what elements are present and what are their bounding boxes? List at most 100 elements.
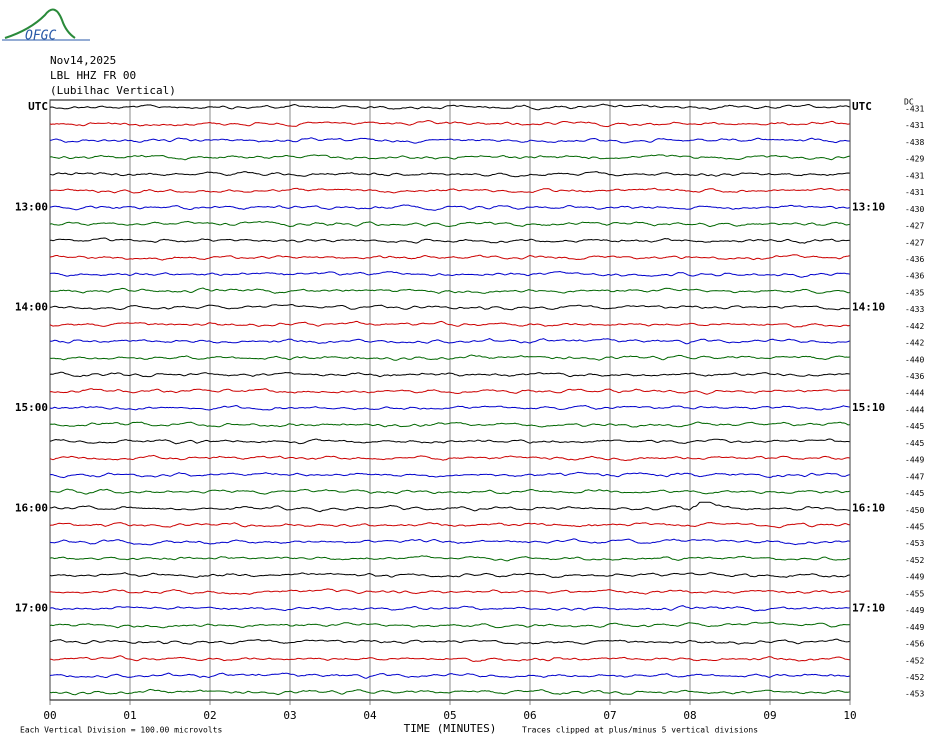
trace <box>49 187 850 194</box>
trace <box>49 688 850 696</box>
trace <box>49 438 850 445</box>
trace <box>49 638 850 645</box>
dc-offset: -445 <box>905 523 924 532</box>
station: LBL HHZ FR 00 <box>50 69 136 82</box>
location: (Lubilhac Vertical) <box>50 84 176 97</box>
trace <box>49 388 850 395</box>
x-tick-label: 03 <box>283 709 296 722</box>
x-tick-label: 02 <box>203 709 216 722</box>
dc-offset: -450 <box>905 506 924 515</box>
trace <box>49 672 850 679</box>
x-tick-label: 06 <box>523 709 536 722</box>
dc-offset: -436 <box>905 272 924 281</box>
x-tick-label: 00 <box>43 709 56 722</box>
dc-offset: -453 <box>905 539 924 548</box>
trace <box>49 454 850 462</box>
dc-header: DC <box>904 98 914 107</box>
dc-offset: -440 <box>905 355 924 364</box>
trace <box>49 572 850 578</box>
dc-offset: -449 <box>905 606 924 615</box>
x-tick-label: 07 <box>603 709 616 722</box>
x-tick-label: 04 <box>363 709 377 722</box>
trace <box>50 287 850 294</box>
clip-note: Traces clipped at plus/minus 5 vertical … <box>522 726 758 735</box>
right-time-label: 14:10 <box>852 301 885 314</box>
dc-offset: -453 <box>905 690 924 699</box>
x-axis-title: TIME (MINUTES) <box>404 722 497 735</box>
dc-offset: -444 <box>905 405 924 414</box>
trace <box>50 588 850 595</box>
trace <box>49 605 850 612</box>
right-time-label: 17:10 <box>852 602 885 615</box>
trace <box>49 220 850 228</box>
dc-offset: -431 <box>905 121 924 130</box>
logo: OFGC <box>2 8 90 44</box>
dc-offset: -452 <box>905 673 924 682</box>
right-time-label: 16:10 <box>852 501 885 514</box>
trace <box>49 119 850 128</box>
trace <box>49 471 850 479</box>
x-tick-label: 01 <box>123 709 136 722</box>
left-time-label: UTC <box>28 100 48 113</box>
dc-offset: -436 <box>905 255 924 264</box>
right-time-label: UTC <box>852 100 872 113</box>
trace <box>49 488 850 495</box>
trace <box>49 137 850 144</box>
trace <box>49 204 850 211</box>
left-time-label: 13:00 <box>15 200 48 213</box>
x-tick-label: 08 <box>683 709 696 722</box>
trace <box>49 371 850 378</box>
dc-offset: -431 <box>905 171 924 180</box>
trace <box>49 354 850 361</box>
trace <box>49 103 850 111</box>
dc-offset: -445 <box>905 422 924 431</box>
dc-offset: -430 <box>905 205 924 214</box>
dc-offset: -435 <box>905 288 924 297</box>
trace <box>49 254 850 261</box>
dc-offset: -449 <box>905 456 924 465</box>
dc-offset: -442 <box>905 339 924 348</box>
dc-offset: -447 <box>905 472 924 481</box>
dc-offset: -445 <box>905 489 924 498</box>
dc-offset: -452 <box>905 556 924 565</box>
dc-offset: -452 <box>905 656 924 665</box>
left-time-label: 17:00 <box>15 602 48 615</box>
trace <box>49 621 850 629</box>
dc-offset: -427 <box>905 222 924 231</box>
dc-offset: -433 <box>905 305 924 314</box>
trace <box>49 404 850 411</box>
dc-offset: -431 <box>905 188 924 197</box>
dc-offset: -444 <box>905 389 924 398</box>
dc-offset: -436 <box>905 372 924 381</box>
trace <box>49 320 850 328</box>
trace <box>50 237 850 244</box>
trace <box>49 655 850 662</box>
dc-offset: -449 <box>905 623 924 632</box>
left-time-label: 16:00 <box>15 501 48 514</box>
x-tick-label: 10 <box>843 709 856 722</box>
dc-offset: -455 <box>905 589 924 598</box>
dc-offset: -449 <box>905 573 924 582</box>
right-time-label: 13:10 <box>852 200 885 213</box>
scale-note: Each Vertical Division = 100.00 microvol… <box>20 726 222 735</box>
dc-offset: -429 <box>905 155 924 164</box>
dc-offset: -456 <box>905 640 924 649</box>
left-time-label: 15:00 <box>15 401 48 414</box>
logo-curve <box>4 8 76 39</box>
date: Nov14,2025 <box>50 54 116 67</box>
dc-offset: -438 <box>905 138 924 147</box>
trace <box>49 555 850 562</box>
trace <box>49 421 850 428</box>
dc-offset: -431 <box>905 105 924 114</box>
dc-offset: -442 <box>905 322 924 331</box>
trace <box>49 171 850 178</box>
left-time-label: 14:00 <box>15 301 48 314</box>
trace <box>50 338 850 345</box>
trace <box>49 521 850 529</box>
trace <box>49 270 850 278</box>
trace <box>49 154 850 161</box>
dc-offset: -427 <box>905 238 924 247</box>
x-tick-label: 09 <box>763 709 776 722</box>
x-tick-label: 05 <box>443 709 456 722</box>
trace <box>49 538 850 546</box>
